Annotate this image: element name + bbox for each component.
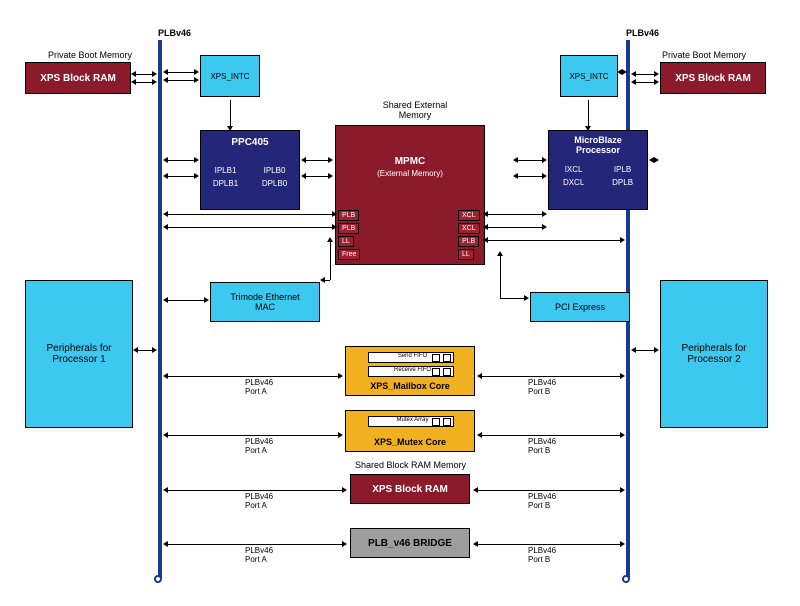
bus-right-end bbox=[622, 575, 630, 583]
bus-left bbox=[158, 40, 162, 578]
shared-ram-port-a: PLBv46 Port A bbox=[245, 492, 273, 510]
xps-intc-left: XPS_INTC bbox=[200, 55, 260, 97]
xps-mailbox: Send FIFO Receive FIFO XPS_Mailbox Core bbox=[345, 346, 475, 396]
plb-bridge: PLB_v46 BRIDGE bbox=[350, 528, 470, 558]
ppc405-port-iplb0: IPLB0 bbox=[264, 166, 286, 175]
private-boot-right-label: Private Boot Memory bbox=[662, 50, 746, 60]
mpmc-port-plb1: PLB bbox=[338, 210, 359, 221]
private-boot-left-label: Private Boot Memory bbox=[48, 50, 132, 60]
mpmc-port-ll2: LL bbox=[458, 249, 474, 260]
xps-mutex: Mutex Array XPS_Mutex Core bbox=[345, 410, 475, 452]
mpmc-port-xcl2: XCL bbox=[458, 223, 480, 234]
pci-express: PCI Express bbox=[530, 292, 630, 322]
xps-block-ram-right: XPS Block RAM bbox=[660, 62, 766, 94]
mailbox-recv-fifo: Receive FIFO bbox=[369, 367, 453, 373]
bridge-port-a: PLBv46 Port A bbox=[245, 546, 273, 564]
shared-external-label: Shared External Memory bbox=[375, 100, 455, 120]
mutex-array: Mutex Array bbox=[369, 417, 453, 423]
bus-left-end bbox=[154, 575, 162, 583]
shared-block-ram-label: Shared Block RAM Memory bbox=[355, 460, 466, 470]
xps-mutex-title: XPS_Mutex Core bbox=[374, 437, 446, 447]
ppc405-title: PPC405 bbox=[231, 137, 268, 148]
mpmc-port-plb3: PLB bbox=[458, 236, 479, 247]
ppc405-port-dplb1: DPLB1 bbox=[213, 179, 238, 188]
peripherals-right: Peripherals for Processor 2 bbox=[660, 280, 768, 428]
mutex-port-a: PLBv46 Port A bbox=[245, 437, 273, 455]
xps-mailbox-title: XPS_Mailbox Core bbox=[370, 381, 450, 391]
trimode-mac: Trimode Ethernet MAC bbox=[210, 282, 320, 322]
xps-intc-right: XPS_INTC bbox=[560, 55, 618, 97]
ppc405-block: PPC405 IPLB1 IPLB0 DPLB1 DPLB0 bbox=[200, 130, 300, 210]
xps-block-ram-left: XPS Block RAM bbox=[25, 62, 131, 94]
microblaze-iplb: IPLB bbox=[614, 165, 631, 174]
ppc405-port-iplb1: IPLB1 bbox=[215, 166, 237, 175]
mpmc-subtitle: (External Memory) bbox=[377, 169, 443, 178]
ppc405-port-dplb0: DPLB0 bbox=[262, 179, 287, 188]
microblaze-block: MicroBlaze Processor IXCL IPLB DXCL DPLB bbox=[548, 130, 648, 210]
mpmc-title: MPMC bbox=[395, 156, 426, 167]
mpmc-port-plb2: PLB bbox=[338, 223, 359, 234]
mpmc-port-xcl1: XCL bbox=[458, 210, 480, 221]
bridge-port-b: PLBv46 Port B bbox=[528, 546, 556, 564]
peripherals-left: Peripherals for Processor 1 bbox=[25, 280, 133, 428]
microblaze-title: MicroBlaze Processor bbox=[574, 135, 622, 155]
microblaze-ixcl: IXCL bbox=[565, 165, 583, 174]
bus-left-label: PLBv46 bbox=[158, 28, 191, 38]
mutex-port-b: PLBv46 Port B bbox=[528, 437, 556, 455]
mailbox-port-a: PLBv46 Port A bbox=[245, 378, 273, 396]
bus-right-label: PLBv46 bbox=[626, 28, 659, 38]
microblaze-dxcl: DXCL bbox=[563, 178, 584, 187]
microblaze-dplb: DPLB bbox=[612, 178, 633, 187]
shared-ram-port-b: PLBv46 Port B bbox=[528, 492, 556, 510]
xps-block-ram-shared: XPS Block RAM bbox=[350, 474, 470, 504]
mailbox-send-fifo: Send FIFO bbox=[369, 353, 453, 359]
mailbox-port-b: PLBv46 Port B bbox=[528, 378, 556, 396]
mpmc-port-free: Free bbox=[338, 249, 360, 260]
mpmc-port-ll: LL bbox=[338, 236, 354, 247]
